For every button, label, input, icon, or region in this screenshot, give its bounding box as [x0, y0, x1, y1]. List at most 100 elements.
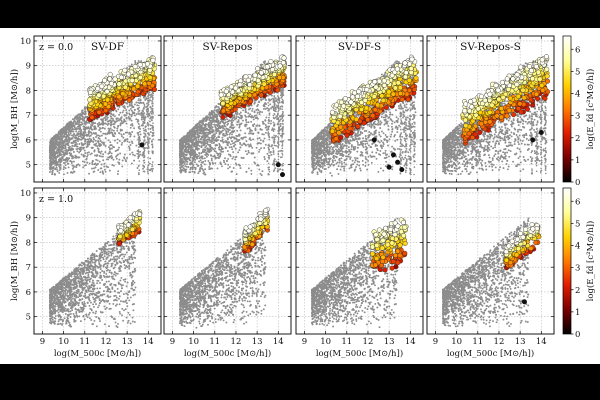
halo-point [139, 153, 142, 156]
halo-point [109, 141, 112, 144]
halo-point [91, 167, 93, 170]
halo-point [182, 136, 185, 139]
halo-point [238, 133, 241, 136]
halo-point [91, 161, 94, 164]
halo-point [266, 107, 269, 110]
halo-point [235, 137, 238, 140]
halo-point [269, 150, 272, 153]
halo-point [94, 122, 97, 125]
halo-point [102, 118, 105, 121]
halo-point [86, 161, 89, 164]
halo-point [256, 117, 259, 120]
halo-point [66, 140, 69, 143]
halo-point [196, 147, 199, 150]
halo-point [80, 121, 83, 124]
halo-point [132, 153, 135, 156]
halo-point [88, 122, 91, 124]
halo-point [140, 116, 143, 119]
halo-point [219, 131, 222, 134]
halo-point [196, 129, 199, 132]
halo-point [92, 170, 95, 173]
halo-point [81, 115, 84, 118]
halo-point [247, 108, 250, 111]
halo-point [139, 133, 142, 136]
halo-point [189, 156, 192, 159]
halo-point [221, 165, 223, 168]
halo-point [143, 149, 146, 152]
halo-point [65, 135, 68, 137]
feedback-point [89, 114, 95, 120]
halo-point [187, 166, 190, 168]
halo-point [131, 122, 134, 125]
halo-point [184, 169, 187, 172]
halo-point [98, 145, 101, 148]
halo-point [147, 94, 150, 97]
halo-point [107, 122, 110, 125]
halo-point [137, 152, 140, 154]
halo-point [218, 142, 221, 145]
halo-point [72, 151, 75, 153]
halo-point [100, 155, 103, 158]
halo-point [193, 166, 196, 169]
halo-point [239, 164, 241, 167]
halo-point [147, 92, 150, 95]
halo-point [147, 104, 149, 107]
halo-point [271, 144, 274, 147]
halo-point [130, 162, 133, 165]
halo-point [245, 123, 248, 126]
halo-point [98, 121, 101, 124]
halo-point [149, 117, 152, 120]
halo-point [183, 158, 186, 161]
halo-point [209, 141, 212, 143]
halo-point [129, 133, 132, 136]
halo-point [70, 160, 73, 163]
halo-point [198, 160, 201, 163]
halo-point [106, 158, 108, 161]
halo-point [259, 63, 262, 66]
feedback-point [147, 74, 153, 80]
halo-point [129, 153, 131, 156]
halo-point [185, 165, 188, 168]
halo-point [250, 116, 253, 119]
halo-point [67, 126, 70, 129]
halo-point [179, 146, 182, 149]
halo-point [79, 124, 81, 127]
halo-point [148, 141, 150, 143]
halo-point [104, 145, 107, 147]
halo-point [207, 116, 210, 119]
halo-point [205, 133, 208, 136]
halo-point [216, 152, 218, 155]
halo-point [130, 63, 133, 66]
halo-point [253, 114, 256, 117]
halo-point [110, 110, 112, 113]
halo-point [212, 117, 215, 120]
halo-point [195, 139, 198, 142]
halo-point [133, 112, 136, 115]
halo-point [231, 117, 234, 120]
halo-point [101, 170, 104, 173]
y-tick-label: 5 [26, 161, 31, 171]
halo-point [62, 127, 65, 130]
halo-point [204, 146, 207, 149]
halo-point [89, 125, 92, 128]
halo-point [203, 123, 206, 126]
halo-point [73, 140, 76, 143]
halo-point [216, 167, 219, 170]
halo-point [197, 155, 200, 157]
halo-point [83, 119, 85, 122]
halo-point [221, 136, 224, 139]
halo-point [279, 107, 282, 110]
halo-point [259, 139, 262, 142]
halo-point [116, 129, 119, 132]
halo-point [231, 170, 234, 173]
halo-point [253, 156, 256, 159]
halo-point [81, 137, 84, 140]
halo-point [193, 150, 196, 153]
halo-point [145, 110, 148, 113]
halo-point [206, 143, 209, 146]
halo-point [79, 114, 82, 117]
halo-point [196, 157, 199, 160]
halo-point [77, 163, 80, 166]
halo-point [147, 172, 149, 175]
halo-point [88, 137, 91, 140]
